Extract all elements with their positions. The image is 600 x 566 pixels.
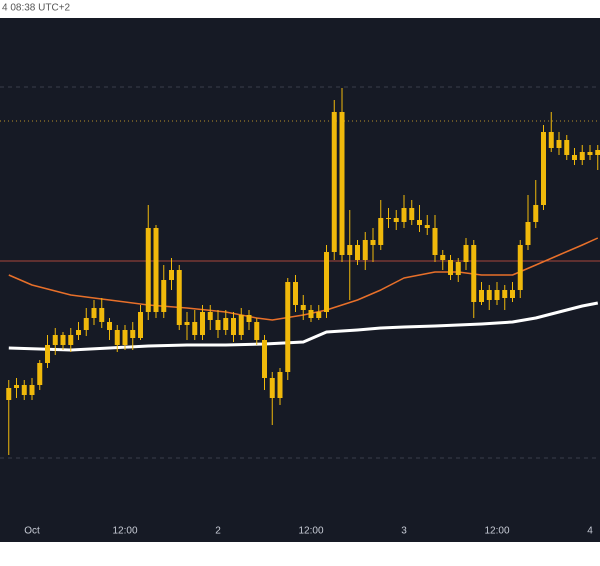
candle-body — [29, 385, 35, 395]
candle-body — [215, 320, 221, 330]
candle-body — [138, 312, 144, 338]
moving-average — [8, 301, 599, 352]
candle-body — [440, 255, 446, 260]
x-tick-label: 12:00 — [112, 526, 137, 537]
candle-body — [556, 140, 562, 148]
candle-body — [184, 322, 190, 325]
candle-body — [308, 310, 314, 318]
candle-body — [362, 240, 368, 260]
candle-body — [533, 205, 539, 222]
candle-body — [541, 132, 547, 205]
candle-body — [6, 388, 12, 400]
candle-body — [548, 132, 554, 148]
candle-body — [277, 372, 283, 398]
candle-body — [572, 155, 578, 160]
candle-body — [68, 335, 74, 345]
candle-body — [479, 290, 485, 302]
candle-body — [378, 218, 384, 245]
candle-body — [52, 335, 58, 345]
x-tick-label: 12:00 — [298, 526, 323, 537]
candle-body — [285, 282, 291, 372]
candle-body — [269, 378, 275, 398]
candle-body — [595, 150, 600, 155]
x-tick-label: 2 — [215, 526, 221, 537]
candle-body — [471, 245, 477, 302]
candle-body — [510, 290, 516, 298]
candle-body — [324, 252, 330, 312]
candle-body — [254, 322, 260, 340]
candle-body — [293, 282, 299, 305]
candle-body — [200, 312, 206, 335]
candle-body — [386, 218, 392, 219]
candle-body — [246, 315, 252, 322]
candle-body — [347, 245, 353, 255]
candle-body — [564, 140, 570, 155]
candle-body — [525, 222, 531, 245]
x-tick-label: 4 — [587, 526, 593, 537]
candle-body — [14, 385, 20, 388]
candle-body — [579, 152, 585, 160]
candle-body — [424, 225, 430, 228]
candle-body — [60, 335, 66, 345]
candle-body — [448, 260, 454, 275]
candle-body — [21, 385, 27, 395]
candle-body — [99, 308, 105, 322]
candle-body — [517, 245, 523, 290]
candle-body — [370, 240, 376, 245]
candle-body — [463, 245, 469, 262]
candle-body — [223, 318, 229, 330]
candle-body — [91, 308, 97, 318]
x-tick-label: 12:00 — [484, 526, 509, 537]
candle-body — [455, 262, 461, 275]
candle-body — [176, 270, 182, 325]
candle-body — [432, 228, 438, 255]
candle-body — [153, 228, 159, 312]
candle-body — [486, 290, 492, 300]
candle-body — [502, 290, 508, 298]
candle-body — [83, 318, 89, 330]
candle-body — [207, 312, 213, 320]
moving-average — [8, 237, 599, 321]
x-tick-label: 3 — [401, 526, 407, 537]
candle-body — [107, 322, 113, 330]
candle-body — [130, 330, 136, 338]
candle-body — [316, 312, 322, 318]
candle-body — [393, 218, 399, 222]
candle-body — [231, 318, 237, 335]
candle-body — [161, 280, 167, 312]
candle-body — [122, 330, 128, 345]
candle-body — [262, 340, 268, 378]
x-tick-label: Oct — [24, 526, 40, 537]
candle-body — [145, 228, 151, 312]
plot-background — [0, 18, 600, 542]
candle-body — [114, 330, 120, 345]
candle-body — [331, 112, 337, 252]
candle-body — [339, 112, 345, 255]
candle-body — [238, 315, 244, 335]
candle-body — [355, 245, 361, 260]
candle-body — [401, 208, 407, 222]
candle-body — [300, 305, 306, 310]
candle-body — [45, 345, 51, 363]
candle-body — [494, 290, 500, 300]
candle-body — [169, 270, 175, 280]
chart-title: 4 08:38 UTC+2 — [2, 3, 71, 14]
candle-body — [587, 152, 593, 155]
candle-body — [409, 208, 415, 220]
candle-body — [417, 220, 423, 225]
candle-body — [76, 330, 82, 335]
candle-body — [192, 322, 198, 335]
candle-body — [37, 363, 43, 385]
